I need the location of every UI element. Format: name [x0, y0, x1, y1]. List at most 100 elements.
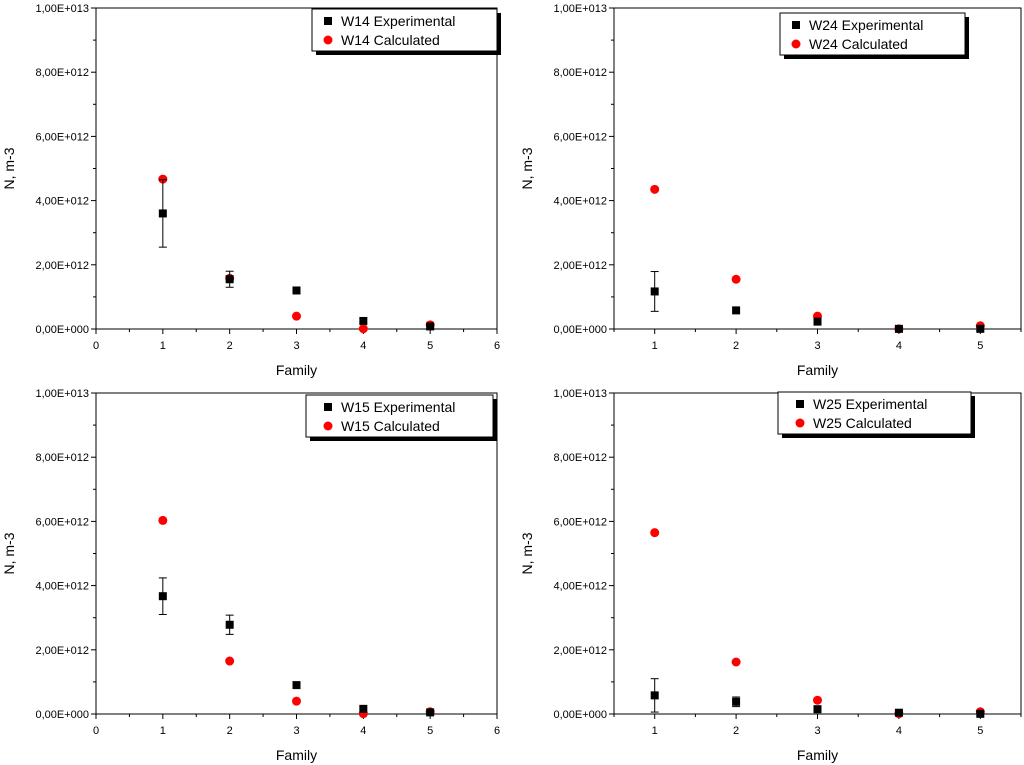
legend-label: W24 Calculated: [809, 36, 908, 52]
plot-frame: [95, 392, 498, 715]
calculated-point: [731, 657, 741, 667]
x-tick-label: 2: [227, 340, 233, 352]
legend-square-icon: [796, 400, 804, 408]
y-axis-title: N, m-3: [1, 147, 17, 189]
y-tick-label: 2,00E+012: [553, 260, 607, 272]
experimental-point: [158, 592, 167, 601]
calculated-point: [292, 311, 301, 321]
x-tick-label: 6: [494, 340, 500, 352]
x-tick-label: 0: [93, 725, 99, 737]
y-tick-label: 4,00E+012: [35, 581, 89, 593]
x-tick-label: 4: [896, 340, 902, 352]
x-axis-title: Family: [276, 362, 317, 378]
y-tick-label: 6,00E+012: [553, 131, 607, 143]
legend: W14 Experimental W14 Calculated: [311, 8, 501, 55]
x-axis-title: Family: [276, 747, 317, 763]
y-tick-label: 6,00E+012: [553, 516, 607, 528]
y-tick-label: 8,00E+012: [35, 67, 89, 79]
y-axis-title: N, m-3: [1, 532, 17, 574]
experimental-point: [650, 287, 659, 296]
y-tick-label: 0,00E+000: [35, 324, 89, 336]
experimental-point: [359, 316, 368, 325]
y-tick-label: 8,00E+012: [553, 67, 607, 79]
experimental-point: [732, 697, 741, 706]
x-tick-label: 4: [896, 725, 902, 737]
experimental-point: [976, 709, 985, 718]
calculated-point: [158, 174, 168, 184]
x-tick-label: 2: [733, 725, 739, 737]
experimental-point: [894, 708, 903, 717]
x-tick-label: 2: [733, 340, 739, 352]
y-tick-label: 6,00E+012: [35, 131, 89, 143]
calculated-point: [225, 656, 235, 666]
y-tick-label: 2,00E+012: [35, 645, 89, 657]
y-tick-label: 4,00E+012: [553, 196, 607, 208]
y-tick-label: 0,00E+000: [553, 709, 607, 721]
legend-circle-icon: [791, 39, 801, 49]
experimental-point: [225, 275, 234, 284]
plot-frame: [95, 7, 498, 330]
chart-panel-1: 0,00E+000 2,00E+012 4,00E+012 6,00E+012 8,00…: [1, 3, 501, 378]
y-tick-label: 1,00E+013: [553, 3, 607, 15]
experimental-point: [158, 209, 167, 218]
legend-square-icon: [324, 403, 332, 411]
x-tick-label: 6: [494, 725, 500, 737]
experimental-point: [225, 620, 234, 629]
x-tick-label: 0: [93, 340, 99, 352]
y-tick-label: 8,00E+012: [35, 452, 89, 464]
experimental-point: [813, 317, 822, 326]
x-tick-label: 1: [652, 340, 658, 352]
experimental-point: [426, 322, 435, 331]
x-tick-label: 1: [160, 340, 166, 352]
legend-square-icon: [792, 21, 800, 29]
x-axis-title: Family: [797, 747, 838, 763]
legend-circle-icon: [323, 421, 333, 431]
plot-frame: [613, 392, 1022, 715]
y-tick-label: 6,00E+012: [35, 516, 89, 528]
legend: W15 Experimental W15 Calculated: [305, 394, 497, 441]
legend-circle-icon: [323, 35, 333, 45]
legend-label: W14 Calculated: [341, 32, 440, 48]
y-tick-label: 8,00E+012: [553, 452, 607, 464]
x-tick-label: 2: [227, 725, 233, 737]
x-tick-label: 1: [160, 725, 166, 737]
calculated-point: [292, 696, 301, 706]
y-tick-label: 1,00E+013: [35, 3, 89, 15]
legend: W24 Experimental W24 Calculated: [779, 12, 969, 59]
legend-square-icon: [324, 17, 332, 25]
x-tick-label: 5: [427, 340, 433, 352]
x-tick-label: 3: [293, 340, 299, 352]
y-tick-label: 1,00E+013: [553, 388, 607, 400]
experimental-point: [650, 691, 659, 700]
legend-label: W15 Calculated: [341, 418, 440, 434]
y-tick-label: 0,00E+000: [553, 324, 607, 336]
y-tick-label: 4,00E+012: [35, 196, 89, 208]
x-tick-label: 1: [652, 725, 658, 737]
y-tick-label: 0,00E+000: [35, 709, 89, 721]
legend-label: W25 Experimental: [813, 396, 927, 412]
chart-panel-4: 0,00E+000 2,00E+012 4,00E+012 6,00E+012 8,00…: [519, 388, 1022, 763]
legend-label: W24 Experimental: [809, 17, 923, 33]
x-tick-label: 3: [814, 725, 820, 737]
x-axis-title: Family: [797, 362, 838, 378]
legend-label: W15 Experimental: [341, 399, 455, 415]
x-tick-label: 5: [977, 340, 983, 352]
legend: W25 Experimental W25 Calculated: [777, 391, 975, 438]
y-tick-label: 1,00E+013: [35, 388, 89, 400]
experimental-point: [426, 708, 435, 717]
experimental-point: [813, 705, 822, 714]
x-tick-label: 5: [427, 725, 433, 737]
calculated-point: [358, 324, 368, 334]
experimental-point: [732, 306, 741, 315]
chart-panel-2: 0,00E+000 2,00E+012 4,00E+012 6,00E+012 8,00…: [519, 3, 1022, 378]
calculated-point: [650, 528, 660, 538]
y-axis-title: N, m-3: [519, 147, 535, 189]
y-tick-label: 4,00E+012: [553, 581, 607, 593]
calculated-point: [158, 515, 168, 525]
legend-box: [311, 8, 498, 52]
legend-box: [777, 391, 972, 435]
experimental-point: [976, 324, 985, 333]
x-tick-label: 3: [814, 340, 820, 352]
calculated-point: [813, 695, 822, 705]
